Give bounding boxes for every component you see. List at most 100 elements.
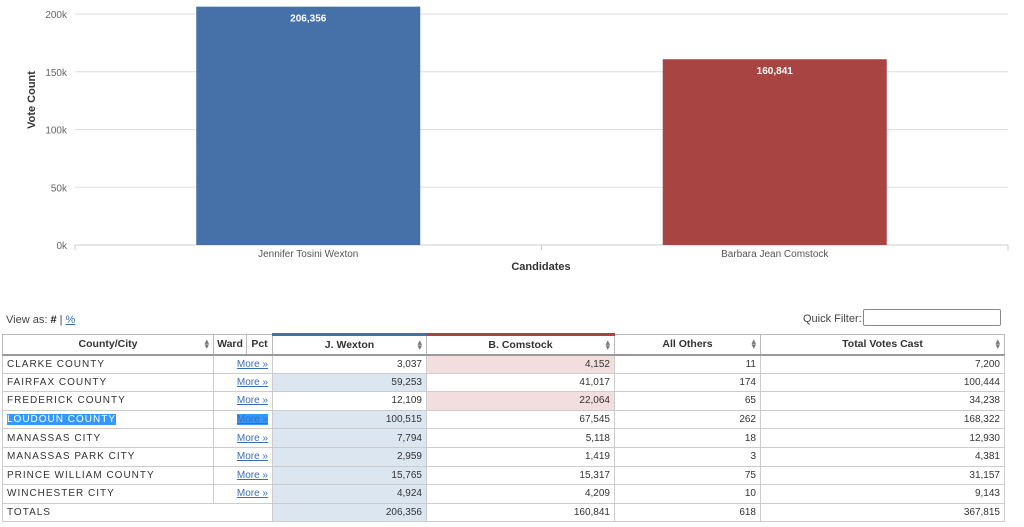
more-link[interactable]: More » — [236, 376, 268, 388]
total-votes: 168,322 — [760, 409, 1005, 430]
y-axis-label: Vote Count — [26, 71, 38, 129]
view-as-label: View as: — [6, 314, 48, 326]
column-header-total[interactable]: Total Votes Cast ▴ ▾ — [760, 334, 1005, 356]
wexton-votes: 59,253 — [272, 372, 427, 393]
sort-icon: ▴ ▾ — [995, 336, 1000, 351]
bar-value-label: 160,841 — [757, 66, 794, 77]
wexton-votes: 100,515 — [272, 409, 427, 430]
total-votes: 12,930 — [760, 428, 1005, 448]
total-votes: 34,238 — [760, 391, 1005, 411]
county-name: CLARKE COUNTY — [2, 354, 214, 374]
comstock-votes: 67,545 — [426, 409, 615, 430]
wexton-votes: 7,794 — [272, 428, 427, 448]
more-link[interactable]: More » — [236, 432, 268, 444]
sort-icon: ▴ ▾ — [751, 336, 756, 351]
county-name-text: MANASSAS CITY — [7, 432, 102, 444]
column-header-pct[interactable]: Pct — [246, 334, 273, 356]
county-name: FAIRFAX COUNTY — [2, 372, 214, 393]
column-header-comstock[interactable]: B. Comstock ▴ ▾ — [426, 333, 615, 356]
x-tick-label: Jennifer Tosini Wexton — [258, 249, 358, 260]
county-name-text: LOUDOUN COUNTY — [7, 414, 117, 426]
more-link[interactable]: More » — [236, 358, 268, 370]
more-link-cell: More » — [213, 372, 273, 393]
comstock-votes: 4,209 — [426, 484, 615, 504]
comstock-votes: 5,118 — [426, 428, 615, 448]
more-link-cell: More » — [213, 354, 273, 374]
others-votes: 75 — [614, 465, 761, 486]
more-link-cell: More » — [213, 484, 273, 504]
table-header-row: County/City ▴ ▾ Ward Pct J. Wexton ▴ ▾ B. Co… — [2, 333, 1005, 356]
view-as-count[interactable]: # — [50, 314, 57, 326]
quick-filter-input[interactable] — [863, 309, 1001, 326]
table-row[interactable]: MANASSAS CITY More » 7,794 5,118 18 12,930 — [2, 428, 1005, 448]
comstock-total: 160,841 — [426, 502, 615, 523]
column-header-others[interactable]: All Others ▴ ▾ — [614, 334, 761, 356]
others-votes: 262 — [614, 409, 761, 430]
table-row[interactable]: WINCHESTER CITY More » 4,924 4,209 10 9,143 — [2, 484, 1005, 504]
y-tick-label: 0k — [56, 241, 68, 252]
county-name: MANASSAS CITY — [2, 428, 214, 448]
bar[interactable] — [662, 59, 887, 246]
comstock-votes: 22,064 — [426, 391, 615, 411]
sort-icon: ▴ ▾ — [605, 337, 610, 352]
y-tick-label: 200k — [45, 10, 68, 21]
view-as-control: View as: # | % — [6, 314, 75, 326]
column-header-wexton[interactable]: J. Wexton ▴ ▾ — [272, 333, 427, 356]
comstock-votes: 4,152 — [426, 354, 615, 374]
bar[interactable] — [196, 6, 421, 246]
more-link[interactable]: More » — [236, 488, 268, 500]
sort-icon: ▴ ▾ — [204, 336, 209, 351]
county-name: PRINCE WILLIAM COUNTY — [2, 465, 214, 486]
chart-bars: 206,356 160,841 — [196, 6, 887, 246]
sort-icon: ▴ ▾ — [417, 337, 422, 352]
comstock-votes: 1,419 — [426, 446, 615, 467]
x-axis-ticks: Jennifer Tosini Wexton Barbara Jean Comst… — [74, 245, 1009, 260]
x-axis-label: Candidates — [511, 261, 570, 273]
county-name-text: PRINCE WILLIAM COUNTY — [7, 469, 155, 481]
totals-label: TOTALS — [2, 502, 273, 523]
total-votes: 100,444 — [760, 372, 1005, 393]
y-tick-label: 50k — [51, 183, 68, 194]
table-row[interactable]: PRINCE WILLIAM COUNTY More » 15,765 15,317 7… — [2, 465, 1005, 486]
total-votes: 9,143 — [760, 484, 1005, 504]
more-link[interactable]: More » — [236, 414, 268, 426]
others-votes: 10 — [614, 484, 761, 504]
results-table: County/City ▴ ▾ Ward Pct J. Wexton ▴ ▾ B. Co… — [2, 333, 1005, 523]
more-link[interactable]: More » — [236, 451, 268, 463]
others-votes: 18 — [614, 428, 761, 448]
view-as-percent-link[interactable]: % — [65, 314, 76, 326]
others-votes: 65 — [614, 391, 761, 411]
more-link-cell: More » — [213, 428, 273, 448]
more-link[interactable]: More » — [236, 469, 268, 481]
table-row[interactable]: CLARKE COUNTY More » 3,037 4,152 11 7,200 — [2, 354, 1005, 374]
county-name-text: CLARKE COUNTY — [7, 358, 106, 370]
wexton-votes: 4,924 — [272, 484, 427, 504]
y-tick-label: 100k — [45, 126, 68, 137]
y-tick-label: 150k — [45, 68, 68, 79]
others-votes: 3 — [614, 446, 761, 467]
county-name-text: MANASSAS PARK CITY — [7, 451, 136, 463]
others-total: 618 — [614, 502, 761, 523]
y-axis-ticks: 0k 50k 100k 150k 200k — [45, 10, 68, 252]
more-link-cell: More » — [213, 409, 273, 430]
table-row[interactable]: FREDERICK COUNTY More » 12,109 22,064 65 34,2… — [2, 391, 1005, 411]
others-votes: 174 — [614, 372, 761, 393]
county-name: MANASSAS PARK CITY — [2, 446, 214, 467]
table-row[interactable]: MANASSAS PARK CITY More » 2,959 1,419 3 4,381 — [2, 446, 1005, 467]
county-name-text: FAIRFAX COUNTY — [7, 376, 108, 388]
x-tick-label: Barbara Jean Comstock — [721, 249, 829, 260]
wexton-total: 206,356 — [272, 502, 427, 523]
bar-value-label: 206,356 — [290, 14, 327, 25]
column-header-county[interactable]: County/City ▴ ▾ — [2, 334, 214, 356]
totals-row: TOTALS 206,356 160,841 618 367,815 — [2, 502, 1005, 523]
more-link-cell: More » — [213, 446, 273, 467]
view-as-separator: | — [59, 314, 63, 326]
more-link-cell: More » — [213, 465, 273, 486]
column-header-ward[interactable]: Ward — [213, 334, 247, 356]
comstock-votes: 15,317 — [426, 465, 615, 486]
table-row[interactable]: LOUDOUN COUNTY More » 100,515 67,545 262 168,… — [2, 409, 1005, 430]
table-row[interactable]: FAIRFAX COUNTY More » 59,253 41,017 174 100,4… — [2, 372, 1005, 393]
comstock-votes: 41,017 — [426, 372, 615, 393]
more-link[interactable]: More » — [236, 395, 268, 407]
county-name: WINCHESTER CITY — [2, 484, 214, 504]
